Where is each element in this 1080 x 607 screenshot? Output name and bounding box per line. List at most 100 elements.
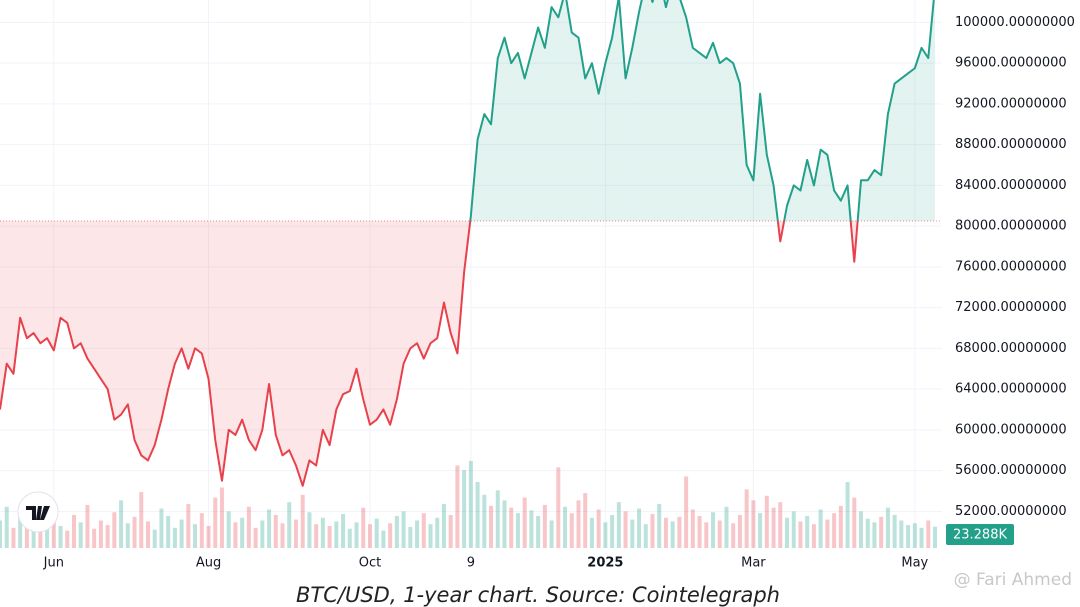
volume-bar: [119, 500, 124, 548]
volume-bar: [542, 504, 547, 548]
volume-bar: [677, 516, 682, 548]
volume-bar: [906, 525, 911, 548]
volume-bar: [724, 506, 729, 548]
volume-bar: [31, 524, 36, 548]
watermark: @ Fari Ahmed: [954, 570, 1072, 590]
volume-bar: [166, 515, 171, 548]
volume-bar: [347, 528, 352, 548]
volume-bar: [852, 497, 857, 548]
volume-bar: [731, 523, 736, 548]
volume-bar: [522, 497, 527, 548]
volume-bar: [415, 520, 420, 548]
volume-bar: [495, 490, 500, 548]
volume-bar: [616, 502, 621, 548]
volume-bar: [778, 502, 783, 548]
volume-bar: [912, 523, 917, 548]
volume-bar: [670, 521, 675, 548]
volume-bar: [98, 520, 103, 548]
volume-bar: [112, 512, 117, 548]
volume-bar: [529, 510, 534, 548]
volume-bar: [186, 504, 191, 548]
y-tick-label: 76000.00000000: [955, 259, 1067, 274]
volume-bar: [428, 524, 433, 548]
volume-bar: [563, 506, 568, 548]
tv-logo: [17, 491, 59, 533]
volume-bar: [845, 482, 850, 548]
volume-label-box: [946, 524, 1014, 545]
volume-bar: [193, 524, 198, 548]
volume-bar: [367, 524, 372, 548]
volume-bar: [354, 522, 359, 548]
volume-bar: [273, 515, 278, 548]
volume-bar: [468, 460, 473, 548]
price-line: [0, 0, 935, 487]
volume-bar: [811, 524, 816, 548]
volume-bar: [771, 507, 776, 548]
volume-bar: [832, 513, 837, 548]
y-tick-label: 96000.00000000: [955, 56, 1067, 71]
volume-bar: [603, 522, 608, 548]
volume-bar: [361, 507, 366, 548]
volume-bar: [179, 519, 184, 548]
x-tick-label: May: [901, 556, 928, 571]
volume-bar: [441, 504, 446, 548]
volume-bar: [4, 506, 9, 548]
volume-bar: [51, 510, 56, 548]
volume-bar: [38, 531, 43, 548]
volume-bar: [219, 487, 224, 548]
volume-bar: [482, 494, 487, 548]
volume-bar: [435, 517, 440, 548]
volume-bar: [11, 527, 16, 548]
volume-bar: [233, 522, 238, 548]
volume-bar: [926, 520, 931, 548]
volume-bar: [758, 513, 763, 548]
volume-bar: [576, 500, 581, 548]
volume-bar: [637, 508, 642, 548]
volume-bar: [199, 513, 204, 548]
volume-bar: [892, 515, 897, 548]
y-tick-label: 100000.00000000: [955, 15, 1075, 30]
volume-bar: [320, 517, 325, 548]
volume-bar: [18, 513, 23, 548]
volume-bar: [448, 515, 453, 548]
volume-bar: [583, 493, 588, 548]
volume-bar: [737, 515, 742, 548]
volume-bar: [139, 492, 144, 548]
volume-bar: [314, 524, 319, 548]
x-tick-label: 9: [467, 556, 475, 571]
volume-bar: [293, 519, 298, 548]
volume-bar: [408, 526, 413, 548]
volume-bar: [455, 465, 460, 548]
volume-bar: [556, 467, 561, 548]
volume-bar: [341, 514, 346, 548]
y-tick-label: 84000.00000000: [955, 178, 1067, 193]
volume-bar: [650, 514, 655, 548]
volume-bar: [226, 511, 231, 548]
volume-bar: [838, 505, 843, 548]
volume-bar: [327, 526, 332, 548]
volume-bar: [697, 515, 702, 548]
x-tick-label: Oct: [359, 556, 381, 571]
x-tick-label: Mar: [741, 556, 766, 571]
volume-bar: [388, 523, 393, 548]
volume-bar: [825, 519, 830, 548]
volume-bar: [717, 520, 722, 548]
volume-bar: [260, 520, 265, 548]
volume-bar: [933, 526, 937, 548]
volume-bar: [818, 509, 823, 548]
y-tick-label: 80000.00000000: [955, 219, 1067, 234]
volume-bar: [515, 513, 520, 548]
volume-bar: [704, 522, 709, 548]
volume-bar: [421, 513, 426, 548]
volume-bar: [300, 494, 305, 548]
volume-bar: [105, 525, 110, 548]
x-tick-label: Jun: [43, 556, 64, 571]
y-tick-label: 52000.00000000: [955, 504, 1067, 519]
volume-bar: [334, 521, 339, 548]
plot-area: [0, 0, 942, 548]
volume-bar: [764, 495, 769, 548]
y-tick-label: 72000.00000000: [955, 300, 1067, 315]
volume-bar: [657, 504, 662, 548]
volume-bar: [172, 527, 177, 548]
